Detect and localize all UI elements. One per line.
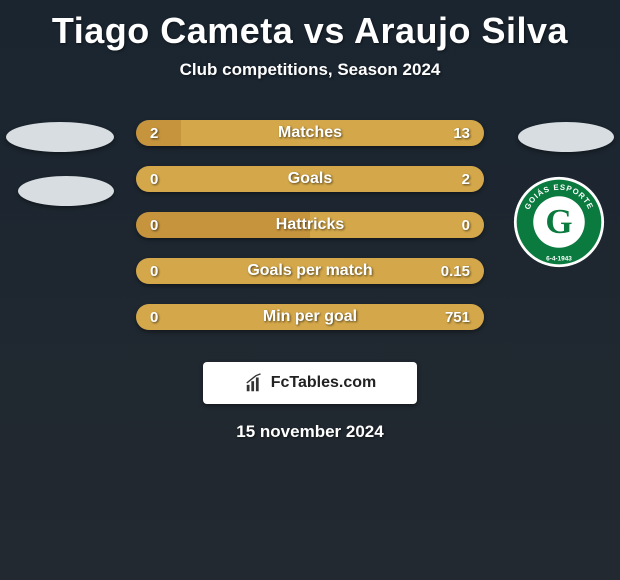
stat-value-right: 0.15 <box>441 263 470 280</box>
stat-value-right: 751 <box>445 309 470 326</box>
stat-value-left: 0 <box>150 263 158 280</box>
stat-value-right: 2 <box>462 171 470 188</box>
stat-bar: 0 Hattricks 0 <box>136 212 484 238</box>
page-subtitle: Club competitions, Season 2024 <box>0 60 620 80</box>
stat-row: 0 Goals 2 <box>0 156 620 202</box>
stat-value-left: 2 <box>150 125 158 142</box>
stat-row: 0 Hattricks 0 <box>0 202 620 248</box>
stats-list: 2 Matches 13 0 Goals 2 0 Hattricks 0 0 Goals per m… <box>0 110 620 340</box>
snapshot-date: 15 november 2024 <box>0 422 620 442</box>
chart-icon <box>244 372 266 394</box>
stat-row: 0 Goals per match 0.15 <box>0 248 620 294</box>
stat-bar: 0 Goals per match 0.15 <box>136 258 484 284</box>
stat-value-right: 0 <box>462 217 470 234</box>
stat-label: Goals <box>288 170 332 188</box>
stat-label: Goals per match <box>247 262 372 280</box>
stat-row: 0 Min per goal 751 <box>0 294 620 340</box>
stat-bar: 0 Goals 2 <box>136 166 484 192</box>
stat-bar: 2 Matches 13 <box>136 120 484 146</box>
stat-label: Hattricks <box>276 216 344 234</box>
stat-label: Matches <box>278 124 342 142</box>
page-title: Tiago Cameta vs Araujo Silva <box>0 0 620 52</box>
stat-row: 2 Matches 13 <box>0 110 620 156</box>
fctables-watermark: FcTables.com <box>203 362 417 404</box>
stat-value-left: 0 <box>150 217 158 234</box>
stat-label: Min per goal <box>263 308 357 326</box>
stat-bar: 0 Min per goal 751 <box>136 304 484 330</box>
stat-value-left: 0 <box>150 309 158 326</box>
stat-value-right: 13 <box>453 125 470 142</box>
stat-value-left: 0 <box>150 171 158 188</box>
fctables-label: FcTables.com <box>271 374 377 392</box>
